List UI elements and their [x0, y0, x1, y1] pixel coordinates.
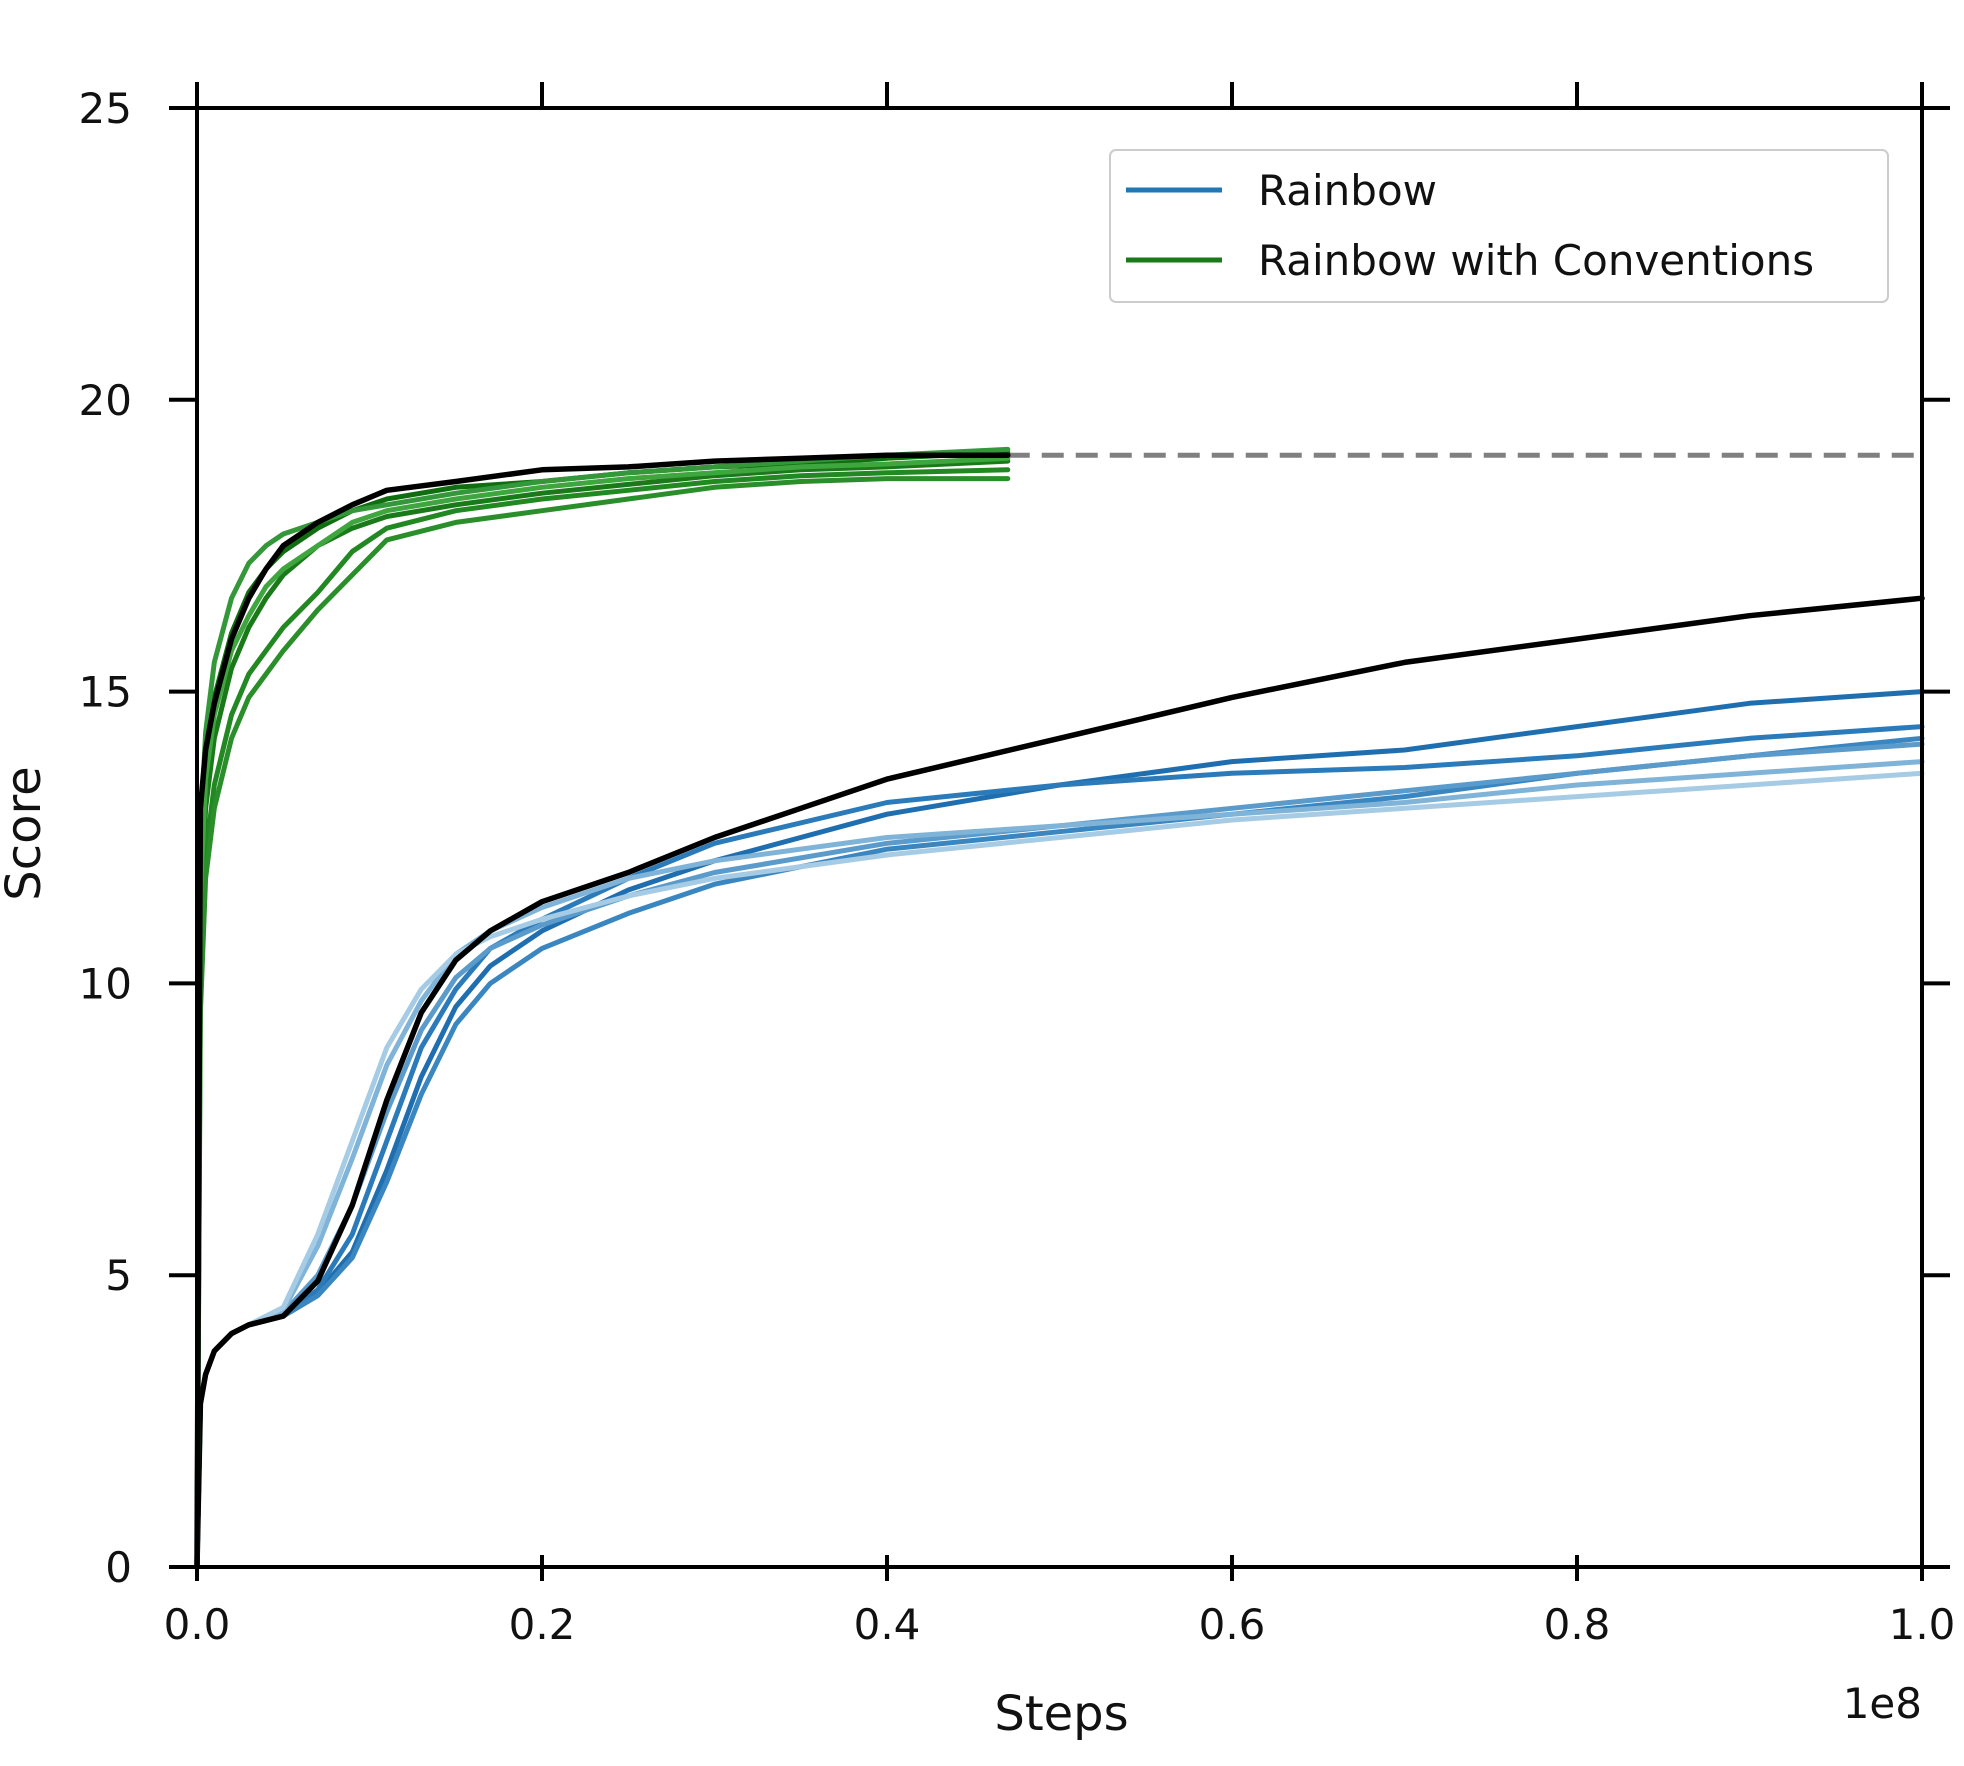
x-tick-label: 0.8: [1544, 1600, 1611, 1649]
x-tick-label: 1.0: [1889, 1600, 1956, 1649]
y-tick-label: 10: [79, 959, 132, 1008]
x-tick-label: 0.6: [1199, 1600, 1266, 1649]
y-tick-label: 20: [79, 376, 132, 425]
x-tick-label: 0.0: [164, 1600, 231, 1649]
series-line-rainbow-mean: [194, 595, 1925, 1570]
plot-frame: [195, 106, 1924, 1569]
x-axis-label: Steps: [994, 1686, 1128, 1742]
x-axis-multiplier: 1e8: [1843, 1679, 1922, 1728]
series-layer: [194, 446, 1925, 1570]
y-tick-label: 5: [105, 1251, 132, 1300]
axes-frame: [195, 106, 1924, 1569]
tick-layer: 0.0 0.2 0.4 0.6 0.8 1.0 0 5 10 15 20 25: [79, 82, 1956, 1649]
y-tick-label: 15: [79, 668, 132, 717]
y-axis-label: Score: [0, 766, 52, 900]
series-line-conventions-mean: [194, 452, 1011, 1570]
legend-label-rainbow-with-conventions: Rainbow with Conventions: [1258, 236, 1814, 285]
x-tick-label: 0.2: [509, 1600, 576, 1649]
x-tick-label: 0.4: [854, 1600, 921, 1649]
legend-label-rainbow: Rainbow: [1258, 166, 1437, 215]
legend: Rainbow Rainbow with Conventions: [1109, 149, 1889, 303]
series-line-conventions-run-4: [194, 476, 1011, 1570]
series-line-conventions-run-3: [194, 467, 1011, 1570]
y-tick-label: 25: [79, 84, 132, 133]
legend-frame: [1109, 149, 1889, 303]
y-tick-label: 0: [105, 1543, 132, 1592]
